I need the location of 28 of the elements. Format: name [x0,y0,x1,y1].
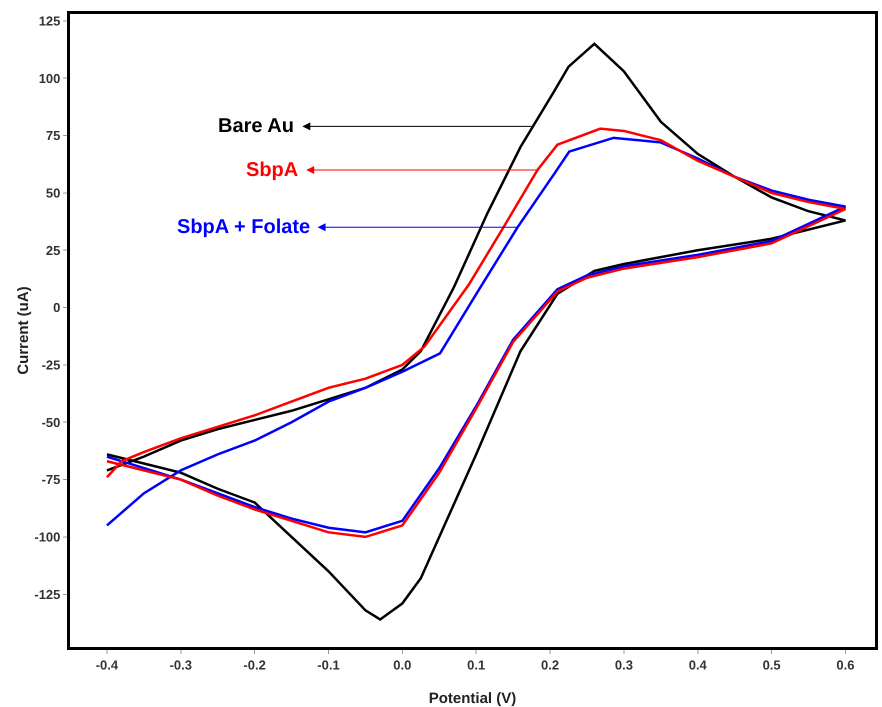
x-tick-label: 0.2 [541,658,560,673]
annotation: SbpA [246,159,298,181]
line-series [106,42,847,621]
y-tick-label: 25 [46,242,60,258]
x-tick-label: 0.6 [836,658,854,673]
y-tick-label: -125 [34,586,60,602]
x-tick-label: 0.0 [393,658,412,673]
y-tick-label: 0 [53,300,60,316]
annotation: SbpA + Folate [177,216,310,238]
annotation: Bare Au [218,115,294,137]
y-tick-label: -50 [42,414,60,430]
x-tick-label: -0.2 [243,658,266,673]
x-tick-label: 0.1 [467,658,486,673]
x-tick-label: 0.4 [688,658,708,673]
y-tick-label: 50 [46,185,60,200]
y-tick-label: -100 [34,529,60,544]
y-tick-label: -25 [42,357,60,372]
x-axis-title: Potential (V) [428,690,516,707]
x-tick-label: -0.1 [317,658,340,673]
y-tick-label: 100 [38,70,60,86]
x-tick-label: -0.3 [170,658,192,673]
y-tick-label: 125 [38,13,60,28]
x-tick-label: -0.4 [96,658,119,673]
x-tick-label: 0.5 [762,658,781,673]
y-tick-label: 75 [46,128,60,144]
y-tick-label: -75 [42,472,60,488]
x-tick-label: 0.3 [614,658,633,673]
y-axis-title: Current (uA) [15,286,32,375]
